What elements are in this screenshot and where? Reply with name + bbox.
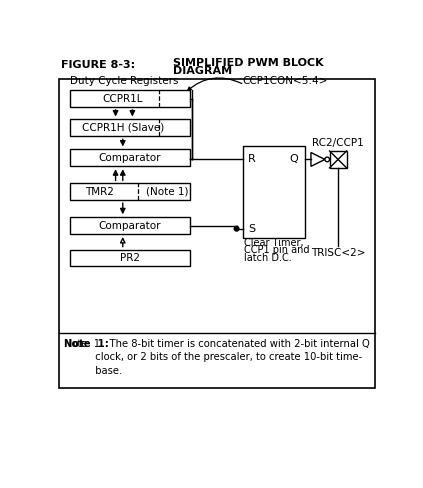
Text: TMR2: TMR2 [85, 187, 114, 197]
Text: Clear Timer,: Clear Timer, [244, 238, 304, 247]
Circle shape [325, 157, 330, 162]
Text: SIMPLIFIED PWM BLOCK: SIMPLIFIED PWM BLOCK [173, 58, 324, 68]
Text: Q: Q [289, 154, 298, 164]
Text: DIAGRAM: DIAGRAM [173, 66, 232, 76]
Bar [59, 79, 374, 388]
Text: CCPR1L: CCPR1L [102, 94, 143, 103]
Text: PR2: PR2 [120, 253, 140, 263]
Text: TRISC<2>: TRISC<2> [311, 248, 365, 258]
Text: CCP1CON<5:4>: CCP1CON<5:4> [243, 76, 328, 86]
Bar [330, 151, 346, 168]
Text: Duty Cycle Registers: Duty Cycle Registers [70, 76, 178, 86]
Text: CCP1 pin and: CCP1 pin and [244, 245, 310, 255]
Circle shape [234, 226, 239, 231]
Bar [70, 249, 190, 266]
Text: FIGURE 8-3:: FIGURE 8-3: [60, 61, 135, 70]
Text: R: R [248, 154, 256, 164]
Bar [70, 217, 190, 234]
Text: S: S [248, 224, 255, 234]
Text: Comparator: Comparator [99, 221, 161, 231]
Text: (Note 1): (Note 1) [146, 187, 188, 197]
Text: CCPR1H (Slave): CCPR1H (Slave) [82, 123, 164, 133]
Bar [70, 120, 190, 136]
Bar [70, 90, 190, 107]
Text: Comparator: Comparator [99, 153, 161, 163]
Text: Note  1:: Note 1: [64, 339, 109, 349]
Text: RC2/CCP1: RC2/CCP1 [312, 138, 364, 148]
Bar [70, 183, 190, 200]
Bar [243, 145, 305, 238]
Text: Note  1:  The 8-bit timer is concatenated with 2-bit internal Q
          clock,: Note 1: The 8-bit timer is concatenated … [64, 339, 369, 376]
Bar [70, 149, 190, 166]
Text: latch D.C.: latch D.C. [244, 253, 292, 263]
